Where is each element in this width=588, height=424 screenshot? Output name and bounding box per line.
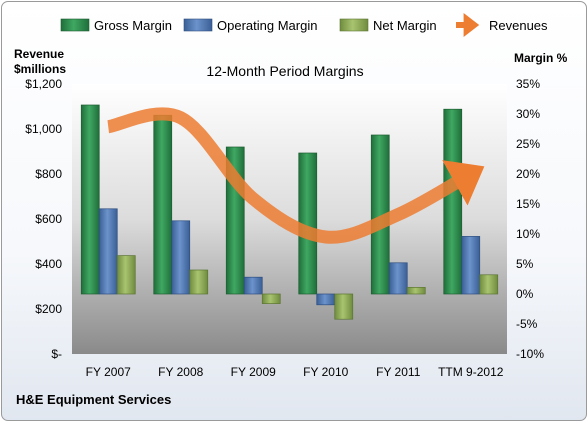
right-axis-tick-label: -5% xyxy=(516,317,538,331)
right-axis-tick-label: 10% xyxy=(516,227,540,241)
net-margin-bar xyxy=(189,269,209,295)
right-axis-tick-label: 35% xyxy=(516,77,540,91)
chart-title: 12-Month Period Margins xyxy=(206,63,363,79)
gross-margin-bar xyxy=(153,114,173,295)
left-axis-title-line2: $millions xyxy=(14,62,66,76)
category-label: FY 2011 xyxy=(376,365,421,379)
operating-margin-bar xyxy=(388,262,408,295)
category-label: FY 2007 xyxy=(86,365,131,379)
operating-margin-bar xyxy=(316,293,336,306)
left-axis: $- $200 $400 $600 $800 $1,000 $1,200 xyxy=(25,77,62,361)
net-margin-bar xyxy=(479,274,499,295)
right-axis-tick-label: 25% xyxy=(516,137,540,151)
left-axis-tick-label: $200 xyxy=(35,302,62,316)
right-axis-tick-label: 15% xyxy=(516,197,540,211)
legend-label-gross-margin: Gross Margin xyxy=(94,18,172,33)
operating-margin-bar xyxy=(243,276,263,295)
legend-swatch-net-margin xyxy=(339,18,369,32)
legend-label-net-margin: Net Margin xyxy=(373,18,437,33)
legend-label-operating-margin: Operating Margin xyxy=(217,18,317,33)
operating-margin-bar xyxy=(461,236,481,295)
left-axis-title-line1: Revenue xyxy=(14,47,64,61)
left-axis-tick-label: $1,000 xyxy=(25,122,62,136)
net-margin-bar xyxy=(334,293,354,320)
left-axis-tick-label: $600 xyxy=(35,212,62,226)
net-margin-bar xyxy=(116,255,136,295)
left-axis-tick-label: $800 xyxy=(35,167,62,181)
legend-swatch-operating-margin xyxy=(183,18,213,32)
net-margin-bar xyxy=(261,293,281,304)
revenue-line-layer xyxy=(106,107,485,244)
category-label: TTM 9-2012 xyxy=(438,365,504,379)
legend-swatch-gross-margin xyxy=(60,18,90,32)
right-axis-tick-label: 20% xyxy=(516,167,540,181)
operating-margin-bar xyxy=(98,208,118,295)
revenues-line xyxy=(106,107,485,244)
legend-label-revenues: Revenues xyxy=(489,18,548,33)
right-axis: -10% -5% 0% 5% 10% 15% 20% 25% 30% 35% xyxy=(516,77,544,361)
right-axis-tick-label: 30% xyxy=(516,107,540,121)
right-axis-tick-label: 0% xyxy=(516,287,534,301)
gross-margin-bar xyxy=(80,104,100,295)
left-axis-tick-label: $1,200 xyxy=(25,77,62,91)
gross-margin-bar xyxy=(443,108,463,295)
net-margin-bar xyxy=(406,287,426,295)
category-label: FY 2010 xyxy=(303,365,348,379)
right-axis-title: Margin % xyxy=(514,51,568,65)
category-label: FY 2008 xyxy=(158,365,203,379)
operating-margin-bar xyxy=(171,220,191,295)
category-label: FY 2009 xyxy=(231,365,276,379)
right-axis-tick-label: -10% xyxy=(516,347,544,361)
legend: Gross Margin Operating Margin Net Margin… xyxy=(60,13,548,37)
company-name: H&E Equipment Services xyxy=(16,392,171,407)
left-axis-tick-label: $400 xyxy=(35,257,62,271)
left-axis-tick-label: $- xyxy=(51,347,62,361)
right-axis-tick-label: 5% xyxy=(516,257,534,271)
x-axis: FY 2007 FY 2008 FY 2009 FY 2010 FY 2011 TTM 9… xyxy=(86,365,504,379)
